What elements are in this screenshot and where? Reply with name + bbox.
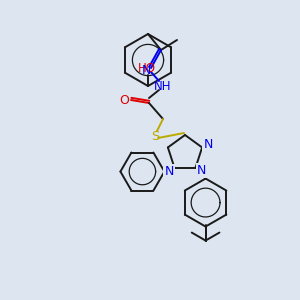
Text: N: N <box>203 138 213 151</box>
Text: S: S <box>151 130 159 142</box>
Text: N: N <box>165 165 174 178</box>
Text: N: N <box>141 64 151 76</box>
Text: NH: NH <box>154 80 172 92</box>
Text: N: N <box>197 164 206 177</box>
Text: HO: HO <box>138 62 156 76</box>
Text: O: O <box>119 94 129 106</box>
